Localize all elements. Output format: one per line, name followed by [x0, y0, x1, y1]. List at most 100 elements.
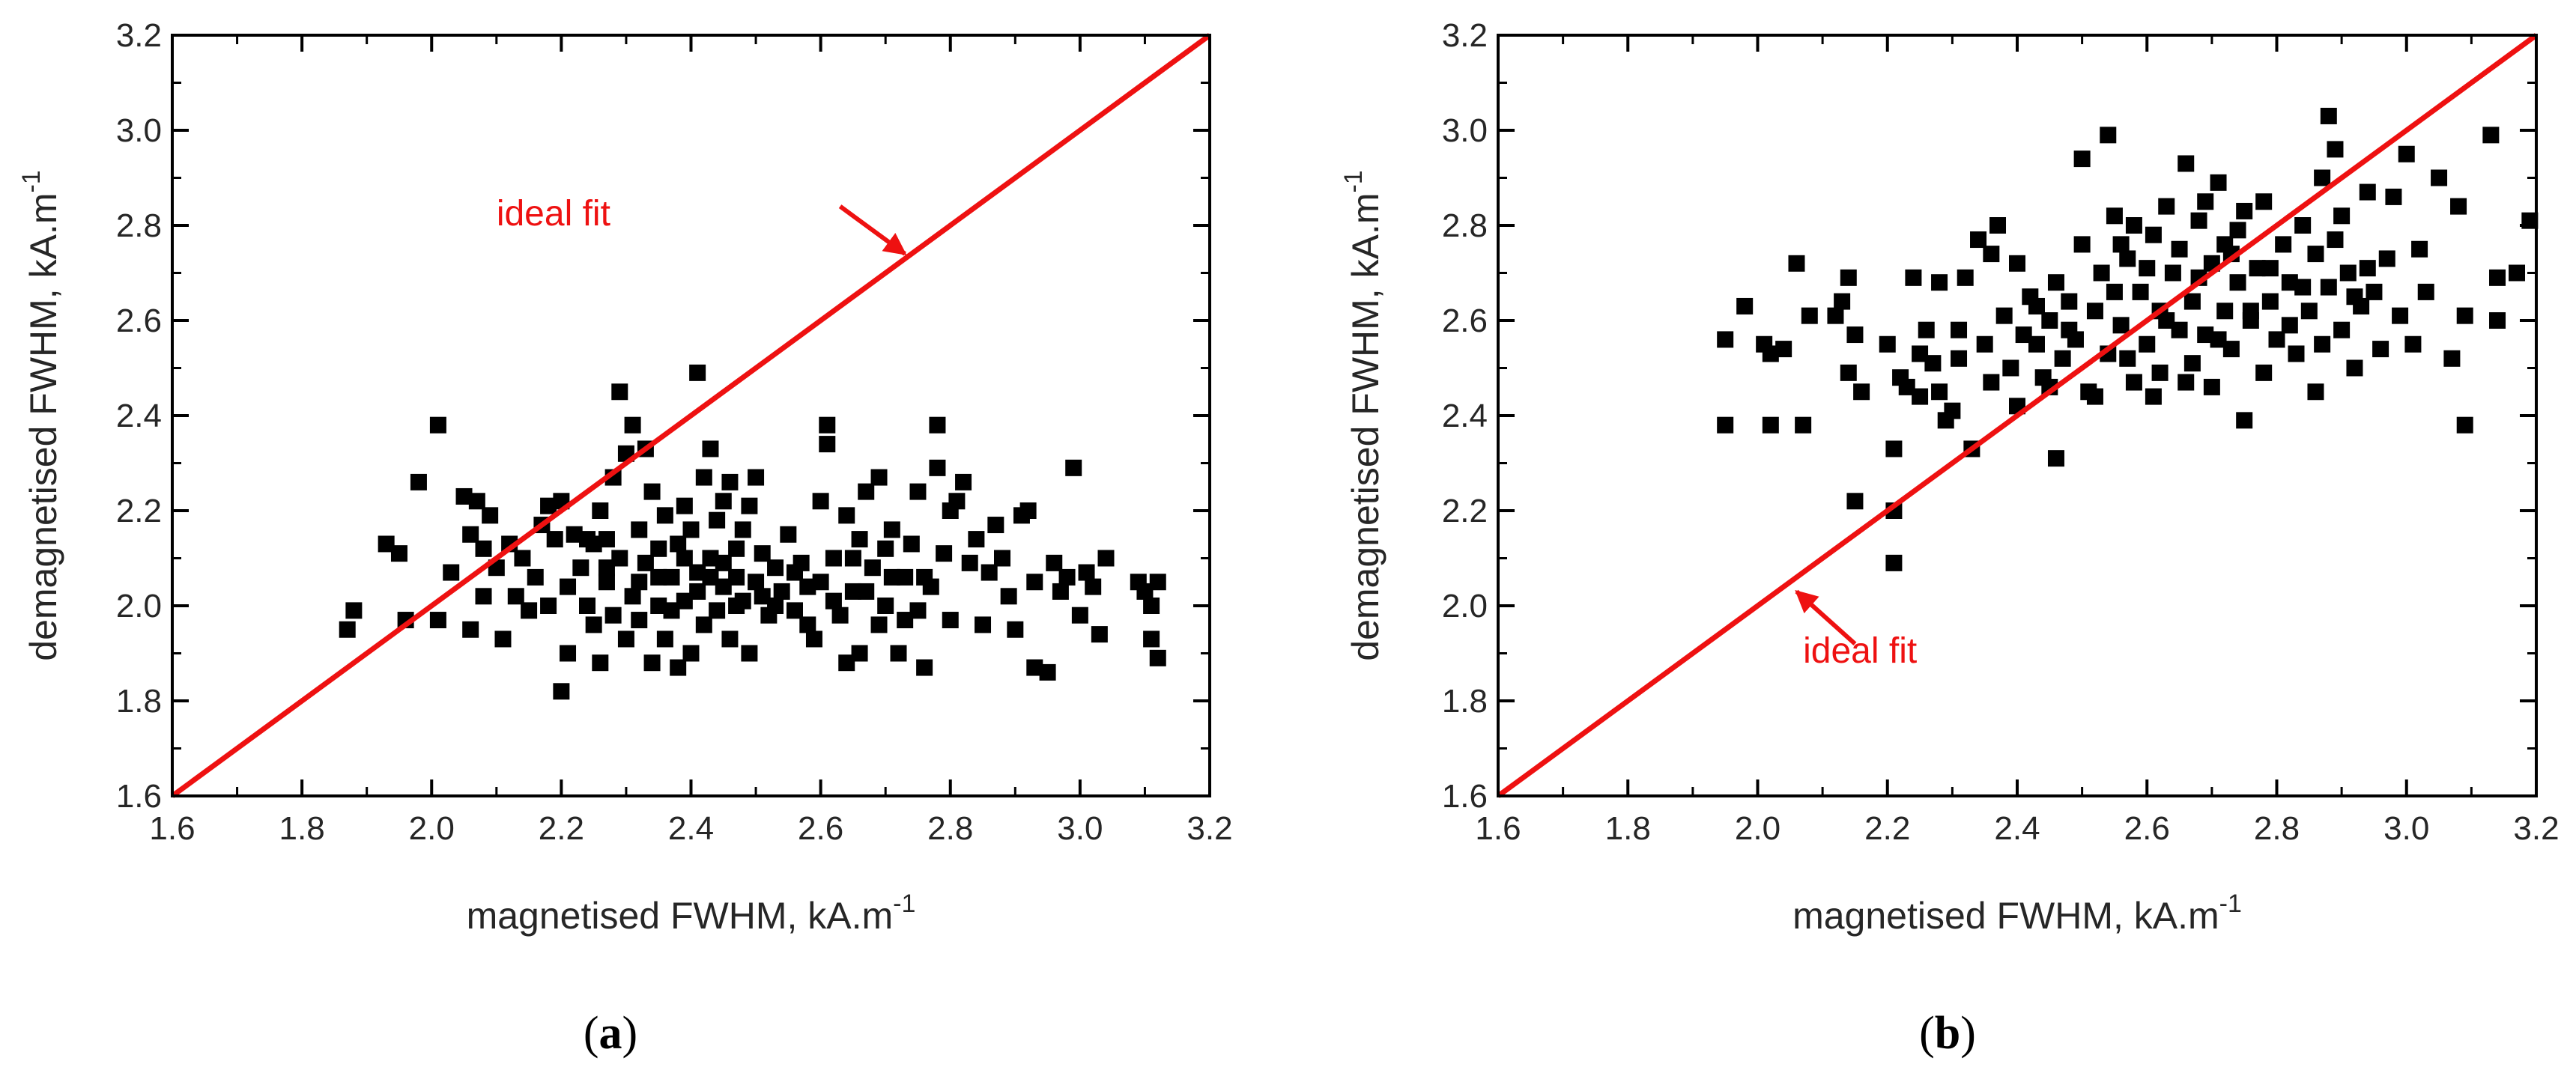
scatter-point [494, 630, 512, 648]
scatter-point [1931, 274, 1948, 291]
scatter-point [1989, 217, 2007, 234]
scatter-points-b [1717, 107, 2539, 571]
scatter-point [2086, 388, 2103, 405]
scatter-point [2482, 127, 2500, 144]
scatter-point [1091, 626, 1108, 643]
x-tick-label: 2.6 [798, 810, 843, 847]
scatter-point [1976, 335, 1993, 353]
scatter-point [2047, 274, 2064, 291]
scatter-point [721, 630, 739, 648]
scatter-point [2106, 283, 2123, 300]
scatter-point [2145, 388, 2162, 405]
scatter-point [1065, 459, 1082, 476]
scatter-point [1853, 383, 1870, 401]
scatter-point [2404, 335, 2422, 353]
x-tick-label: 2.0 [1735, 810, 1781, 847]
scatter-point [2411, 240, 2428, 258]
scatter-point [728, 568, 745, 586]
scatter-point [812, 493, 829, 510]
scatter-point [1039, 663, 1056, 681]
caption-b-close: ) [1960, 1008, 1976, 1059]
scatter-point [2002, 359, 2019, 377]
y-tick-label: 2.6 [1442, 303, 1488, 339]
caption-a: (a) [584, 1008, 637, 1059]
scatter-point [670, 535, 687, 553]
scatter-point [1149, 574, 1166, 591]
scatter-point [864, 559, 881, 577]
scatter-point [339, 621, 356, 638]
scatter-point [748, 574, 765, 591]
scatter-point [643, 483, 661, 500]
scatter-point [2009, 255, 2025, 272]
scatter-point [968, 531, 985, 548]
scatter-point [2489, 312, 2506, 329]
scatter-point [734, 521, 751, 538]
scatter-point [1834, 293, 1851, 310]
scatter-point [858, 583, 875, 600]
scatter-point [819, 436, 836, 453]
scatter-point [2314, 169, 2331, 186]
y-axis-title-b: demagnetised FWHM, kA.m-1 [1339, 170, 1387, 660]
axis-ticks-b [1497, 34, 2538, 797]
scatter-point [670, 659, 687, 676]
scatter-point [2073, 151, 2091, 168]
scatter-point [1970, 231, 1987, 249]
scatter-point [2145, 226, 2162, 243]
scatter-point [2456, 416, 2473, 434]
scatter-point [604, 607, 622, 624]
scatter-point [916, 659, 933, 676]
scatter-point [429, 612, 446, 629]
scatter-point [702, 440, 719, 458]
scatter-point [741, 497, 758, 514]
scatter-point [1983, 246, 2000, 263]
ideal-fit-arrow-a [838, 204, 907, 256]
y-tick-label: 2.8 [116, 207, 162, 244]
scatter-point [521, 602, 538, 619]
y-tick-label: 1.6 [116, 778, 162, 815]
scatter-point [2229, 274, 2246, 291]
panel-a: ideal fit 1.6 1.8 2.0 2.2 2.4 2.6 2.8 3.0 3.2 1.… [17, 17, 1233, 1059]
scatter-point [929, 459, 946, 476]
scatter-point [715, 493, 732, 510]
scatter-point [721, 473, 739, 490]
scatter-point [754, 588, 771, 605]
scatter-point [2294, 279, 2312, 296]
scatter-point [2151, 364, 2169, 381]
scatter-point [975, 616, 992, 633]
scatter-point [897, 568, 914, 586]
scatter-point [579, 598, 595, 614]
scatter-point [1736, 297, 1754, 314]
scatter-point [345, 602, 363, 619]
scatter-point [2015, 326, 2032, 344]
scatter-point [890, 645, 907, 662]
scatter-point [838, 654, 855, 672]
scatter-point [2288, 345, 2305, 362]
ideal-fit-arrow-b [1795, 589, 1857, 646]
scatter-point [2333, 207, 2351, 225]
scatter-point [2431, 169, 2448, 186]
scatter-point [689, 564, 706, 581]
scatter-point [2119, 250, 2136, 267]
x-axis-title-a: magnetised FWHM, kA.m-1 [467, 890, 916, 937]
y-tick-label: 2.0 [1442, 588, 1488, 624]
scatter-point [1097, 550, 1115, 567]
x-tick-label: 2.4 [668, 810, 714, 847]
y-tick-label: 2.0 [116, 588, 162, 624]
scatter-point [2139, 260, 2156, 277]
scatter-point [1717, 416, 1734, 434]
y-tick-label: 3.2 [1442, 17, 1488, 54]
scatter-point [631, 521, 648, 538]
scatter-point [2333, 321, 2351, 338]
scatter-point [2359, 260, 2376, 277]
caption-b-open: ( [1919, 1008, 1935, 1059]
scatter-point [1951, 350, 1968, 367]
scatter-point [903, 535, 920, 553]
scatter-point [2178, 374, 2195, 391]
scatter-point [2339, 264, 2357, 282]
scatter-point [767, 598, 784, 614]
scatter-point [475, 588, 492, 605]
scatter-point [546, 531, 563, 548]
scatter-point [2132, 283, 2149, 300]
scatter-point [676, 592, 693, 610]
